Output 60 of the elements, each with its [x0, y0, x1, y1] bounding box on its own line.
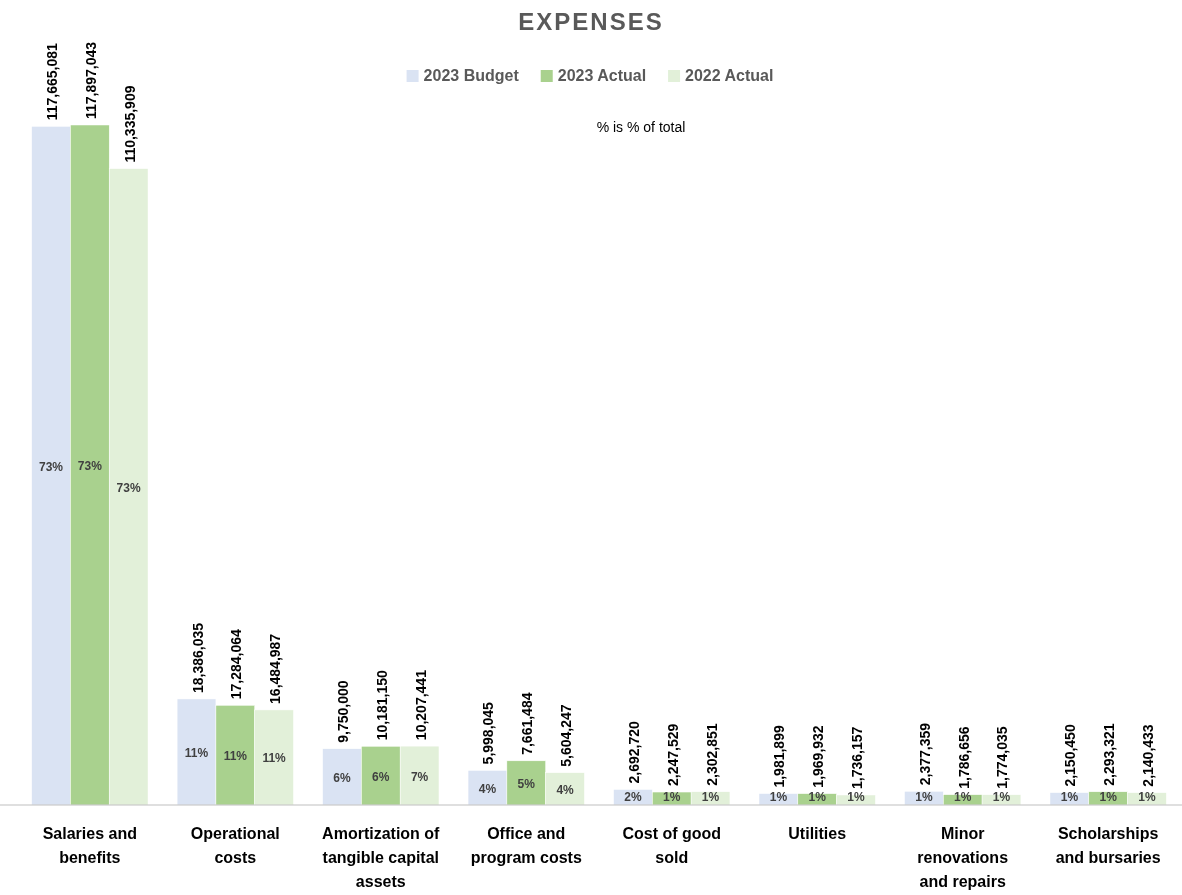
annotation: 7%	[410, 769, 429, 784]
annotation: 73%	[77, 459, 103, 473]
annotation: 2%	[624, 790, 642, 804]
annotation: 1%	[992, 790, 1011, 804]
annotation: 1%	[701, 790, 720, 804]
annotation: 4%	[478, 781, 497, 796]
data-label: 5,604,247	[558, 704, 575, 767]
annotation: 1%	[1099, 790, 1118, 804]
data-label: 7,661,484	[519, 692, 536, 755]
annotation: 73%	[116, 480, 141, 495]
annotation: 6%	[333, 770, 351, 785]
annotation: 1%	[769, 790, 788, 804]
data-label: 17,284,064	[228, 629, 245, 700]
data-label: 117,897,043	[82, 41, 99, 119]
data-label: 1,969,932	[810, 725, 827, 788]
annotation: 1%	[663, 790, 681, 804]
data-label: 10,181,150	[373, 670, 390, 741]
data-label: 2,150,450	[1062, 724, 1079, 787]
annotation: 4%	[556, 782, 575, 797]
data-label: 2,140,433	[1139, 724, 1156, 787]
data-label: 16,484,987	[267, 633, 284, 704]
data-label: 110,335,909	[121, 85, 138, 163]
annotation: 11%	[184, 745, 209, 760]
data-label: 9,750,000	[334, 680, 351, 743]
annotation: 5%	[517, 776, 536, 791]
data-label: 5,998,045	[480, 701, 497, 765]
x-tick-label: Minor renovations and repairs	[917, 825, 1009, 890]
annotation: 11%	[223, 749, 248, 764]
x-tick-label: Salaries and benefits	[42, 825, 137, 866]
chart-title: EXPENSES	[518, 8, 664, 35]
x-tick-label: Amortization of tangible capital assets	[322, 825, 441, 890]
data-label: 2,377,359	[916, 722, 933, 786]
data-label: 1,774,035	[994, 726, 1011, 789]
annotation: 73%	[39, 459, 64, 474]
data-label: 2,692,720	[625, 720, 642, 784]
x-tick-label: Scholarships and bursaries	[1055, 825, 1161, 866]
x-tick-label: Utilities	[788, 825, 847, 842]
annotation: % is % of total	[596, 119, 686, 135]
legend-label: 2023 Budget	[423, 67, 520, 84]
data-label: 18,386,035	[189, 622, 206, 693]
annotation: 1%	[808, 790, 827, 804]
data-label: 2,293,321	[1101, 723, 1118, 786]
legend-label: 2022 Actual	[685, 67, 774, 84]
data-label: 1,981,899	[771, 725, 788, 788]
annotation: 1%	[1138, 790, 1156, 804]
x-tick-label: Cost of good sold	[622, 825, 722, 866]
data-label: 117,665,081	[44, 43, 61, 121]
annotation: 11%	[262, 751, 287, 766]
data-label: 2,302,851	[703, 723, 720, 786]
data-label: 2,247,529	[664, 723, 681, 787]
legend-label: 2023 Actual	[557, 67, 647, 84]
annotation: 6%	[372, 769, 390, 784]
data-label: 10,207,441	[412, 669, 429, 741]
data-label: 1,736,157	[849, 726, 866, 789]
annotation: 1%	[847, 790, 866, 804]
annotation: 1%	[1060, 790, 1079, 804]
x-tick-label: Operational costs	[190, 825, 280, 866]
x-tick-label: Office and program costs	[470, 825, 582, 866]
annotation: 1%	[915, 790, 933, 804]
data-label: 1,786,656	[955, 726, 972, 789]
